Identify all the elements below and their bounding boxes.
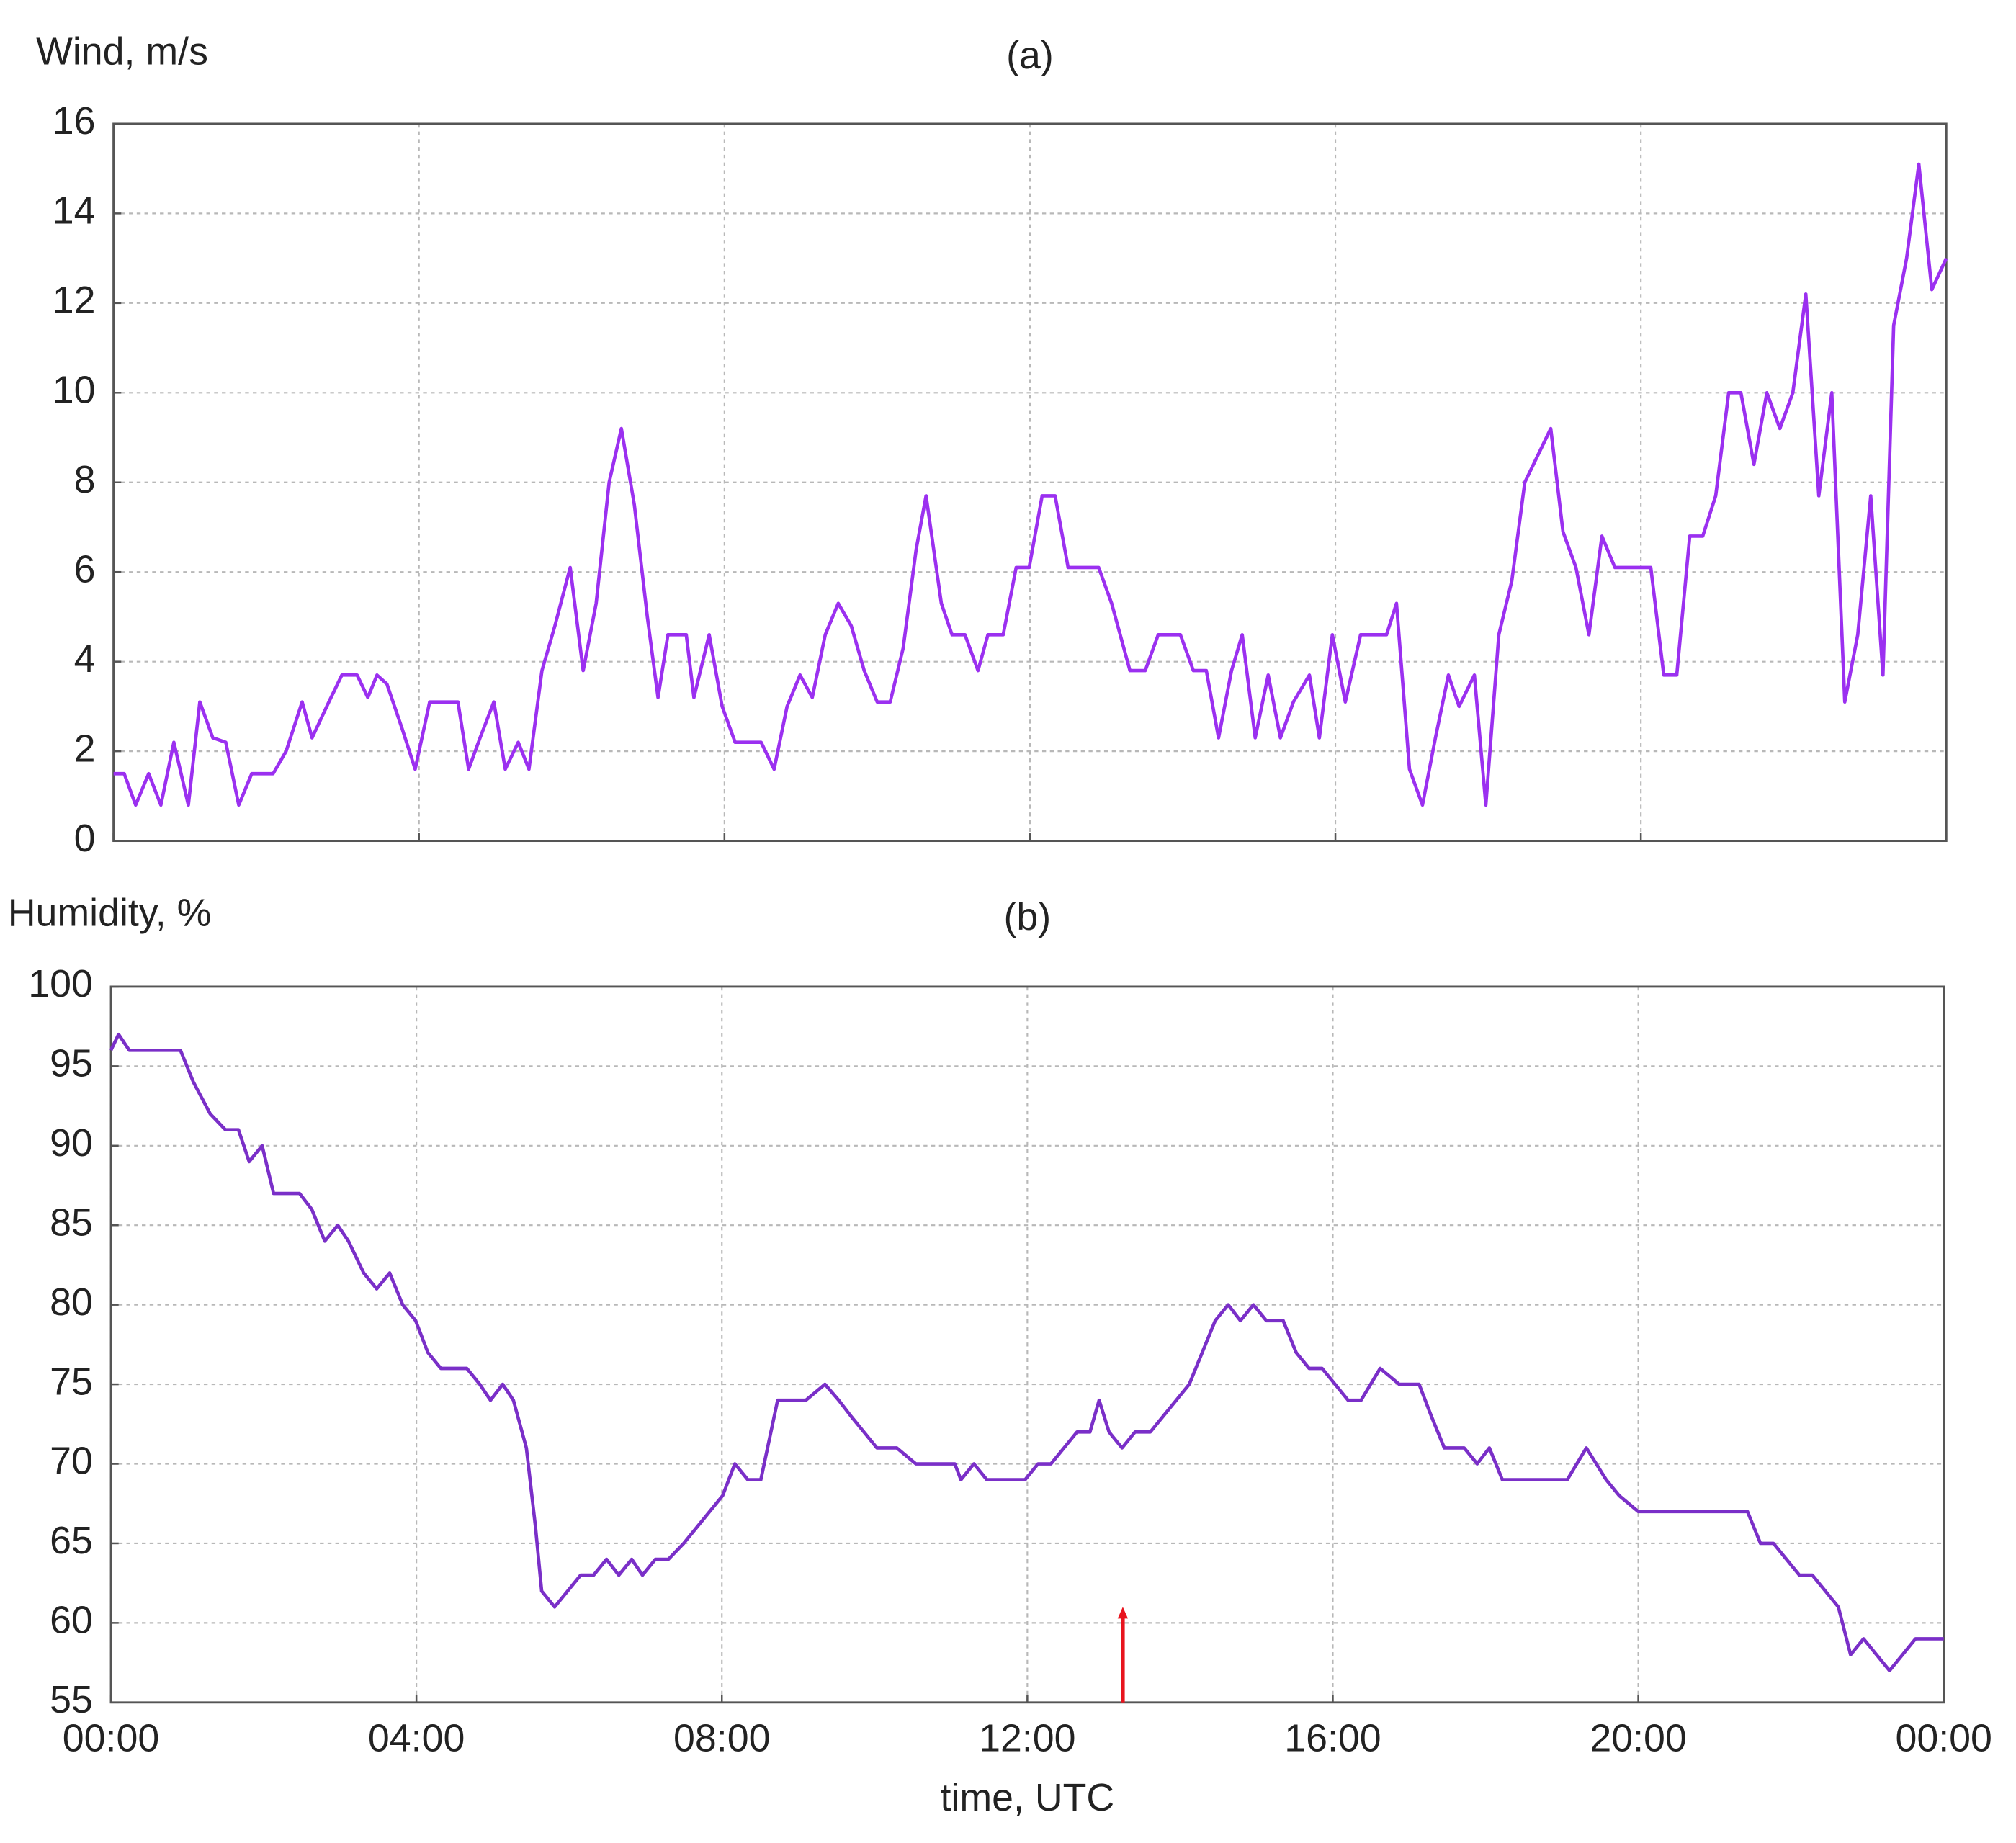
panel-title: (a) <box>1006 34 1054 77</box>
x-tick-label: 00:00 <box>63 1717 159 1760</box>
y-tick-label: 75 <box>50 1360 93 1403</box>
y-tick-label: 10 <box>53 368 96 411</box>
data-line <box>113 162 1948 807</box>
x-tick-label: 04:00 <box>368 1717 465 1760</box>
y-tick-label: 0 <box>74 817 96 860</box>
plot-frame <box>112 122 1948 843</box>
y-tick-label: 70 <box>50 1440 93 1483</box>
y-tick-label: 16 <box>53 99 96 143</box>
x-tick-label: 12:00 <box>979 1717 1075 1760</box>
y-axis-label: Wind, m/s <box>36 30 208 73</box>
plot-frame <box>109 985 1945 1704</box>
y-tick-label: 100 <box>28 962 93 1005</box>
event-arrow-head <box>1117 1607 1129 1619</box>
x-axis-label: time, UTC <box>940 1776 1114 1819</box>
y-tick-label: 14 <box>53 189 96 233</box>
y-tick-label: 95 <box>50 1042 93 1085</box>
y-tick-label: 85 <box>50 1201 93 1244</box>
y-tick-label: 80 <box>50 1281 93 1324</box>
data-line <box>109 1032 1944 1672</box>
y-tick-label: 90 <box>50 1121 93 1165</box>
y-tick-label: 55 <box>50 1678 93 1721</box>
y-tick-label: 6 <box>74 547 96 591</box>
x-tick-label: 00:00 <box>1895 1717 1992 1760</box>
y-tick-label: 8 <box>74 458 96 501</box>
y-tick-label: 65 <box>50 1519 93 1562</box>
y-tick-label: 12 <box>53 279 96 322</box>
panel-title: (b) <box>1004 895 1052 938</box>
y-tick-label: 60 <box>50 1599 93 1642</box>
y-tick-label: 2 <box>74 727 96 770</box>
x-tick-label: 20:00 <box>1590 1717 1686 1760</box>
y-tick-label: 4 <box>74 637 96 681</box>
x-tick-label: 16:00 <box>1284 1717 1381 1760</box>
y-axis-label: Humidity, % <box>8 892 212 935</box>
x-tick-label: 08:00 <box>673 1717 770 1760</box>
